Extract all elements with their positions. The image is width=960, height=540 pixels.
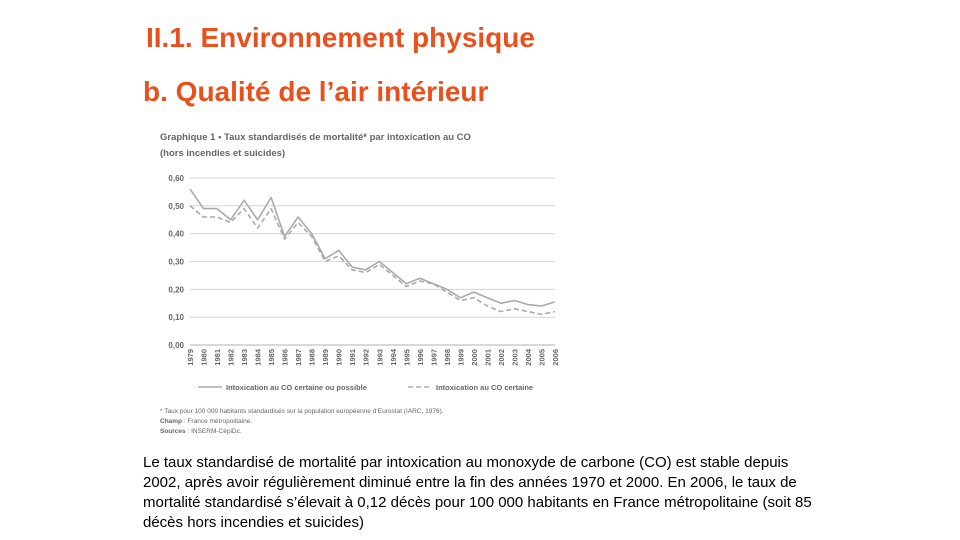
legend-label-dashed: Intoxication au CO certaine xyxy=(436,383,533,392)
x-tick-label: 1985 xyxy=(267,349,276,366)
chart-series xyxy=(189,188,556,316)
x-tick-label: 1987 xyxy=(294,349,303,366)
x-tick-label: 1982 xyxy=(227,349,236,366)
x-tick-label: 1995 xyxy=(402,349,411,366)
x-tick-label: 1990 xyxy=(335,349,344,366)
series-line-solid xyxy=(189,188,556,307)
slide-subtitle: b. Qualité de l’air intérieur xyxy=(143,76,489,107)
series-line-dashed xyxy=(189,205,556,316)
x-tick-label: 1981 xyxy=(213,349,222,366)
description-paragraph: Le taux standardisé de mortalité par int… xyxy=(143,454,812,531)
x-tick-label: 2002 xyxy=(497,349,506,366)
x-tick-label: 1991 xyxy=(348,349,357,366)
x-tick-label: 2005 xyxy=(537,349,546,366)
figure-caption-line2: (hors incendies et suicides) xyxy=(160,148,285,159)
x-tick-label: 1988 xyxy=(308,349,317,366)
x-tick-label: 1983 xyxy=(240,349,249,366)
x-tick-label: 1998 xyxy=(443,349,452,366)
y-axis-ticks: 0,00 0,10 0,20 0,30 0,40 0,50 0,60 xyxy=(168,174,184,350)
x-tick-label: 1994 xyxy=(389,348,398,366)
y-tick-label: 0,00 xyxy=(168,341,184,350)
x-tick-label: 1989 xyxy=(321,349,330,366)
x-tick-label: 1999 xyxy=(456,349,465,366)
x-tick-label: 2000 xyxy=(470,349,479,366)
x-tick-label: 1996 xyxy=(416,349,425,366)
x-tick-label: 1986 xyxy=(281,349,290,366)
x-tick-label: 2004 xyxy=(524,348,533,366)
mortality-line-chart: Graphique 1 • Taux standardisés de morta… xyxy=(160,132,560,435)
figure-caption-prefix: Graphique 1 xyxy=(160,132,216,143)
figure-sources: Sources : INSERM-CépiDc. xyxy=(160,428,242,435)
y-tick-label: 0,60 xyxy=(168,174,184,183)
x-tick-label: 2006 xyxy=(551,349,560,366)
x-tick-label: 1992 xyxy=(362,349,371,366)
figure-footnote: * Taux pour 100 000 habitants standardis… xyxy=(160,408,444,415)
figure-champ: Champ : France métropolitaine. xyxy=(160,418,252,425)
y-tick-label: 0,40 xyxy=(168,230,184,239)
y-tick-label: 0,20 xyxy=(168,285,184,294)
x-axis-ticks: 1979 1980 1981 1982 1983 1984 1985 1986 1987 1988… xyxy=(186,348,560,366)
x-tick-label: 2001 xyxy=(483,349,492,366)
y-tick-label: 0,10 xyxy=(168,313,184,322)
slide-title: II.1. Environnement physique xyxy=(146,22,535,53)
figure-caption-line1: Graphique 1 • Taux standardisés de morta… xyxy=(160,132,471,143)
chart-grid xyxy=(190,177,555,346)
x-tick-label: 1984 xyxy=(254,348,263,366)
x-tick-label: 1979 xyxy=(186,349,195,366)
legend-label-solid: Intoxication au CO certaine ou possible xyxy=(226,383,367,392)
x-tick-label: 1980 xyxy=(200,349,209,366)
chart-legend: Intoxication au CO certaine ou possible … xyxy=(198,383,533,392)
x-tick-label: 2003 xyxy=(510,349,519,366)
x-tick-label: 1997 xyxy=(429,349,438,366)
y-tick-label: 0,50 xyxy=(168,202,184,211)
x-tick-label: 1993 xyxy=(375,349,384,366)
y-tick-label: 0,30 xyxy=(168,258,184,267)
